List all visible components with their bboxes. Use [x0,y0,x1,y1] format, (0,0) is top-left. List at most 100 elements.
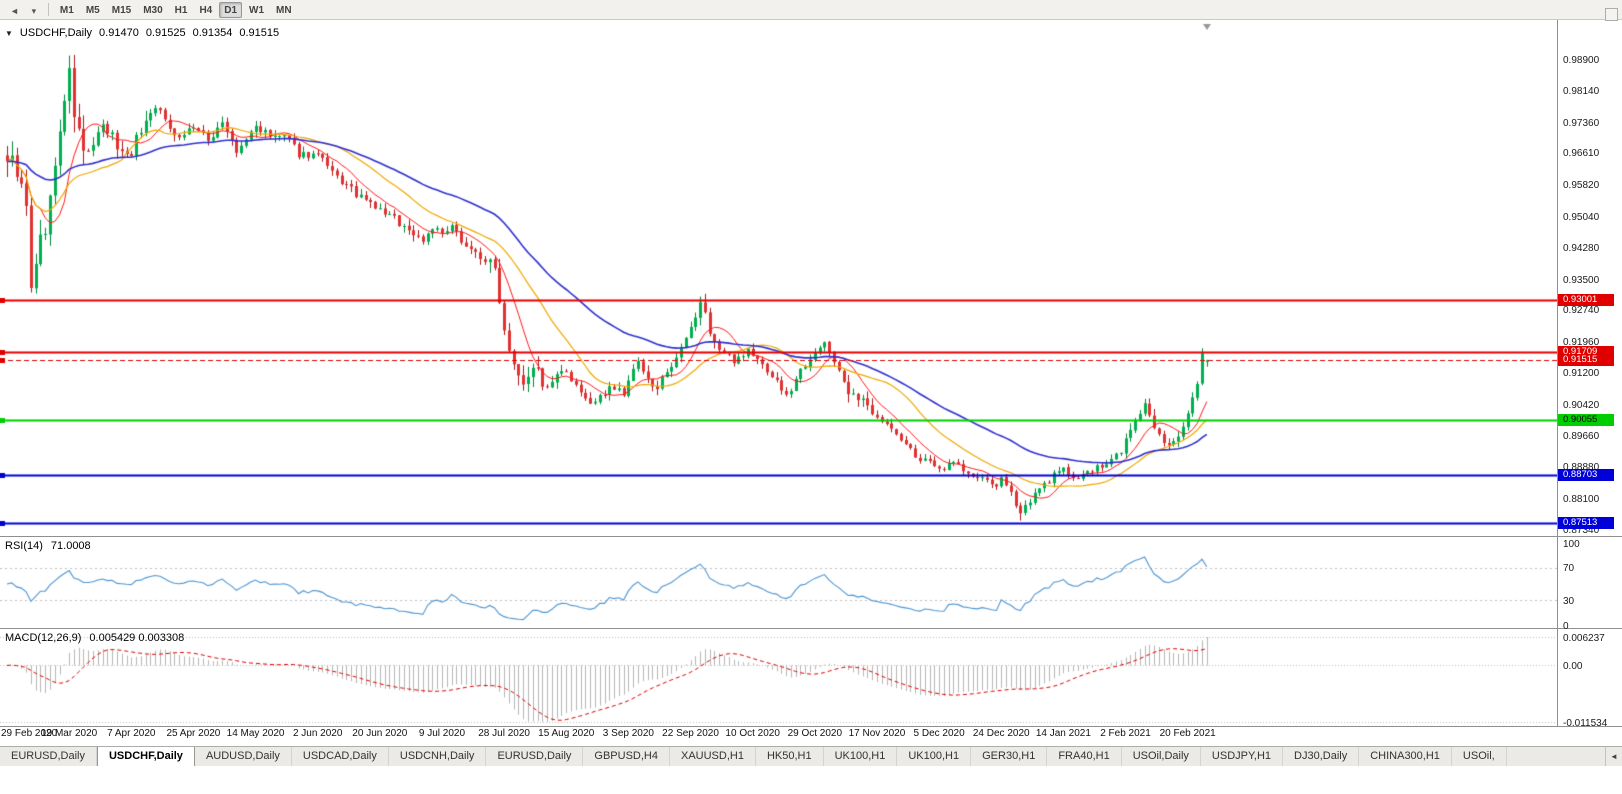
timeframe-button-w1[interactable]: W1 [249,4,265,16]
price-tick-label: 0.88880 [1563,462,1599,473]
ohlc-high: 0.91525 [145,27,186,39]
price-tick-label: 0.89660 [1563,430,1600,442]
rsi-indicator-label: RSI(14) 71.0008 [5,540,91,552]
chart-tab-active[interactable]: USDCHF,Daily [96,747,195,766]
time-tick-label: 15 Aug 2020 [538,728,595,739]
chart-tab[interactable]: CHINA300,H1 [1359,747,1452,766]
time-tick-label: 5 Dec 2020 [913,728,965,739]
toolbar-separator [47,3,49,16]
macd-tick-label: -0.011534 [1563,717,1608,729]
rsi-tick-label: 100 [1563,538,1580,550]
time-tick-label: 14 May 2020 [226,728,285,739]
chart-tab[interactable]: USOil,Daily [1121,747,1201,766]
time-tick-label: 2 Feb 2021 [1100,728,1151,739]
price-tick-label: 0.98140 [1563,85,1600,97]
chart-scroll-button[interactable] [1605,8,1618,21]
macd-panel-resize-handle[interactable] [0,628,1622,629]
timeframe-button-d1[interactable]: D1 [219,1,243,18]
price-axis[interactable]: 0.98900 0.98140 0.97360 0.96610 0.95820 0.950… [1558,20,1622,536]
time-tick-label: 25 Apr 2020 [166,728,221,739]
rsi-name: RSI(14) [5,540,43,552]
chart-tab[interactable]: DJ30,Daily [1283,747,1360,766]
chart-tab[interactable]: GER30,H1 [971,747,1048,766]
time-tick-label: 20 Jun 2020 [352,728,408,739]
chart-tab[interactable]: USOil, [1451,747,1507,766]
ohlc-close: 0.91515 [239,27,280,39]
timeframe-button-m1[interactable]: M1 [59,4,74,16]
macd-tick-label: 0.00 [1563,660,1583,672]
time-tick-label: 29 Feb 2020 [1,728,58,739]
ohlc-open: 0.91470 [99,27,139,39]
time-tick-label: 7 Apr 2020 [107,728,156,739]
time-axis[interactable]: 29 Feb 2020 19 Mar 2020 7 Apr 2020 25 Apr 2… [0,727,1557,743]
price-tick-label: 0.93500 [1563,274,1600,286]
macd-indicator-label: MACD(12,26,9) 0.005429 0.003308 [5,632,184,644]
rsi-value: 71.0008 [50,540,91,552]
price-tick-label: 0.92740 [1563,305,1600,317]
chart-tab[interactable]: UK100,H1 [897,747,972,766]
time-tick-label: 28 Jul 2020 [478,728,530,739]
time-tick-label: 9 Jul 2020 [418,728,466,739]
symbol-header: ▼ USDCHF,Daily 0.91470 0.91525 0.91354 0… [5,27,279,39]
chart-tab[interactable]: EURUSD,Daily [486,747,584,766]
time-tick-label: 2 Jun 2020 [292,728,343,739]
price-tick-label: 0.95040 [1563,211,1600,223]
chart-tab-bar: EURUSD,Daily USDCHF,Daily AUDUSD,Daily USDC… [0,746,1622,766]
price-tick-label: 0.94280 [1563,242,1600,254]
time-tick-label: 24 Dec 2020 [972,728,1030,739]
chart-tab[interactable]: FRA40,H1 [1047,747,1122,766]
price-tick-label: 0.98900 [1563,55,1600,66]
price-tick-label: 0.97360 [1563,117,1600,129]
price-tick-label: 0.96610 [1563,148,1600,160]
time-axis-separator [0,726,1622,727]
timeframe-button-mn[interactable]: MN [276,4,292,16]
time-tick-label: 20 Feb 2021 [1159,728,1216,739]
timeframe-button-group: M1 M5 M15 M30 H1 H4 D1 W1 MN [54,1,298,18]
rsi-panel-canvas[interactable] [0,537,1557,628]
chart-tab[interactable]: GBPUSD,H4 [583,747,670,766]
macd-panel-canvas[interactable] [0,629,1557,726]
chart-tab[interactable]: HK50,H1 [755,747,824,766]
price-level-tag: 0.88703 [1558,468,1614,481]
macd-axis[interactable]: 0.006237 0.00 -0.011534 [1558,629,1622,729]
timeframe-button-m15[interactable]: M15 [111,4,132,16]
time-tick-label: 3 Sep 2020 [602,728,654,739]
price-level-tag: 0.91515 [1558,354,1614,367]
time-tick-label: 29 Oct 2020 [787,728,843,739]
chart-tab[interactable]: XAUUSD,H1 [669,747,756,766]
macd-tick-label: 0.006237 [1563,632,1605,644]
collapse-icon[interactable]: ▼ [5,28,13,38]
price-tick-label: 0.88100 [1563,494,1600,506]
macd-name: MACD(12,26,9) [5,632,82,644]
chart-tab[interactable]: EURUSD,Daily [0,747,97,766]
tab-scroll-left-button[interactable]: ◄ [1605,746,1622,766]
price-chart-canvas[interactable] [0,20,1557,536]
chart-symbol: USDCHF,Daily [19,27,93,39]
price-tick-label: 0.91960 [1563,337,1600,349]
timeframe-button-m5[interactable]: M5 [85,4,100,16]
price-tick-label: 0.90420 [1563,399,1600,411]
price-axis-separator [1557,20,1558,727]
rsi-tick-label: 0 [1563,620,1569,632]
rsi-axis[interactable]: 100 70 30 0 [1558,537,1622,632]
chart-tab[interactable]: USDCNH,Daily [388,747,487,766]
rsi-panel-resize-handle[interactable] [0,536,1622,537]
time-tick-label: 10 Oct 2020 [725,728,780,739]
time-tick-label: 19 Mar 2020 [41,728,98,739]
chart-tab[interactable]: USDJPY,H1 [1200,747,1284,766]
timeframe-toolbar: ◄ ▾ M1 M5 M15 M30 H1 H4 D1 W1 MN [0,0,1622,20]
price-tick-label: 0.95820 [1563,180,1600,192]
chart-tab[interactable]: AUDUSD,Daily [194,747,292,766]
chart-tab[interactable]: UK100,H1 [823,747,898,766]
price-tick-label: 0.87340 [1563,524,1600,536]
chart-dropdown-icon[interactable]: ▾ [31,5,37,16]
scroll-left-icon[interactable]: ◄ [10,5,19,16]
timeframe-button-h1[interactable]: H1 [174,4,188,16]
price-level-tag: 0.87513 [1558,516,1614,529]
timeframe-button-m30[interactable]: M30 [143,4,163,16]
price-level-tag: 0.90055 [1558,413,1614,426]
chart-tab[interactable]: USDCAD,Daily [291,747,389,766]
time-tick-label: 14 Jan 2021 [1035,728,1091,739]
timeframe-button-h4[interactable]: H4 [199,4,213,16]
